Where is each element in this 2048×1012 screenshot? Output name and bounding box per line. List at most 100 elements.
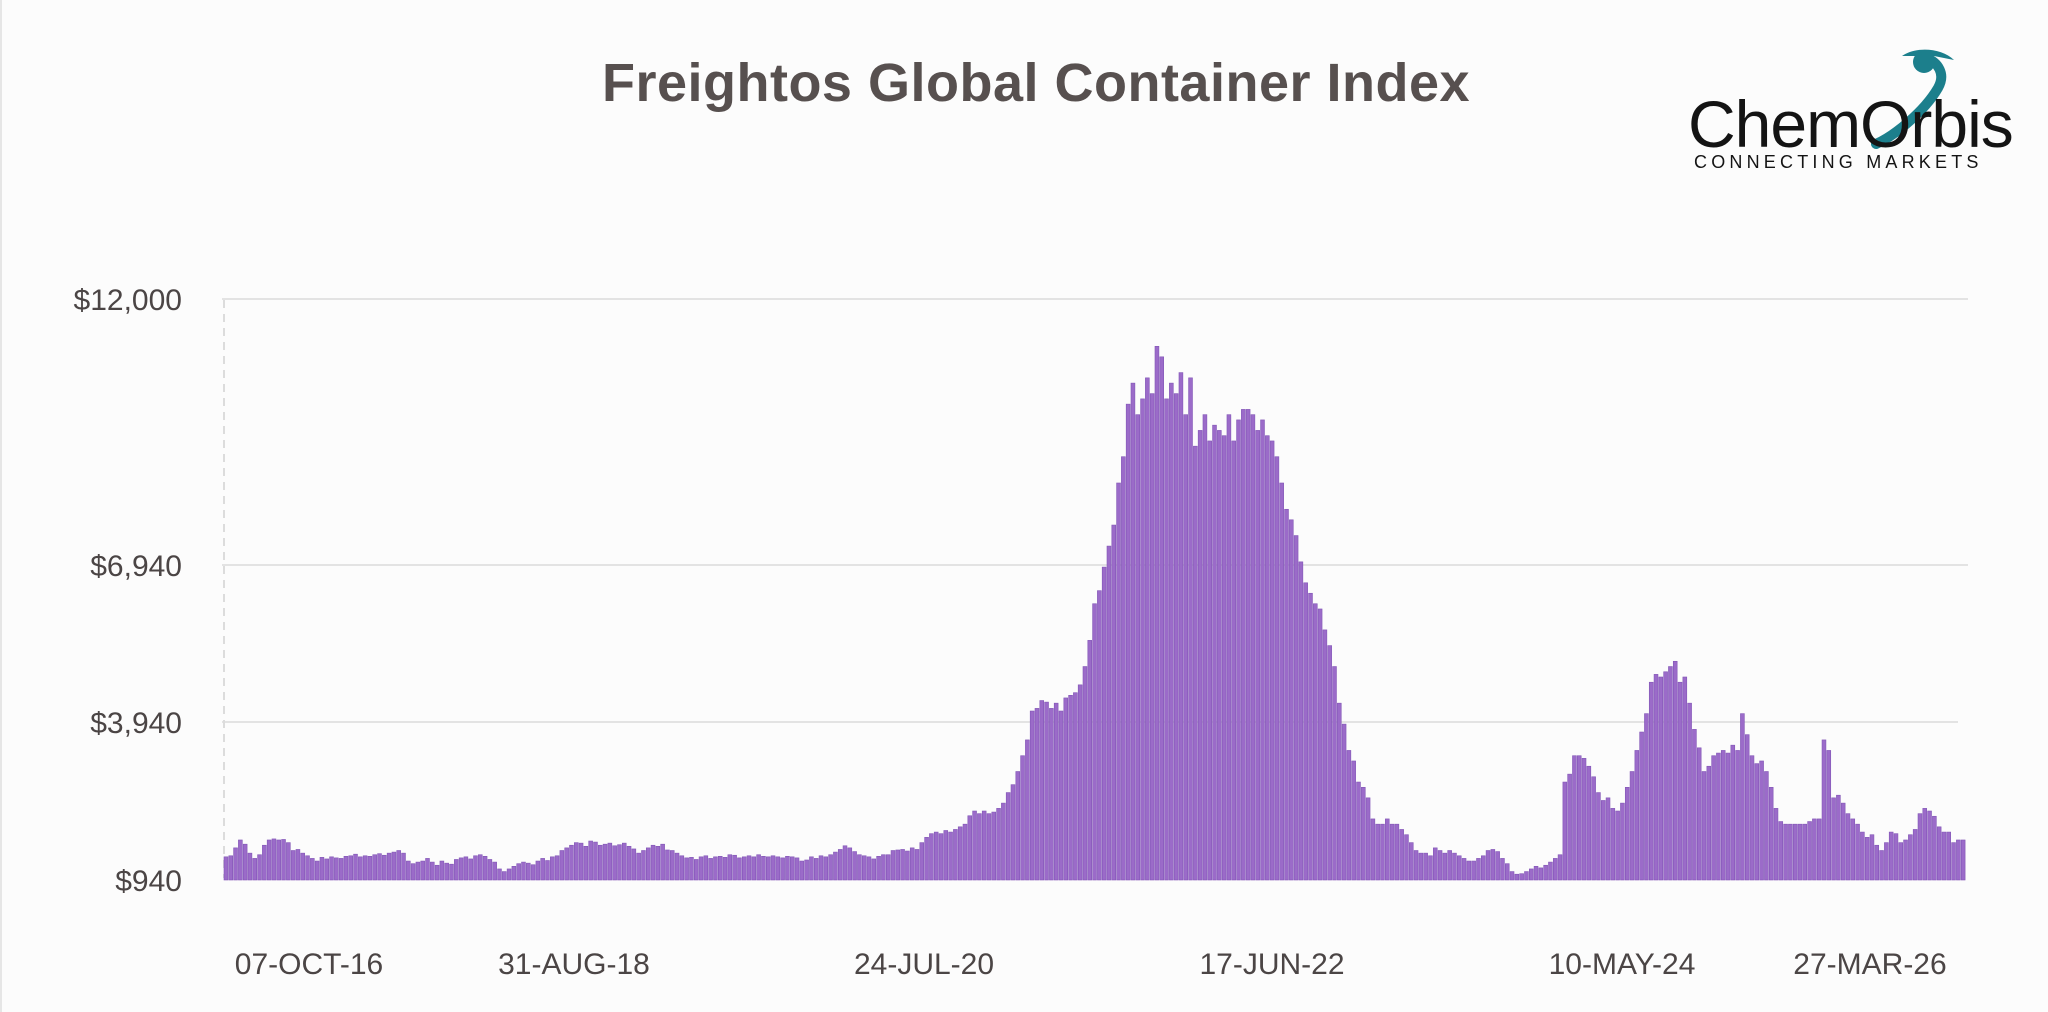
bar [478,854,483,881]
bar [550,856,555,881]
bar [636,852,641,881]
bar [669,850,675,881]
bar [1159,356,1164,881]
bar [329,856,334,881]
bar [1677,681,1683,881]
bar-series [223,346,1966,881]
bar [1053,702,1059,881]
bar [1149,393,1155,881]
bar [1629,771,1635,881]
bar [314,860,320,881]
x-tick-label: 24-JUL-20 [854,948,994,981]
bar [1615,810,1620,881]
bar [1025,739,1030,881]
bar [785,855,790,881]
bar [1049,708,1054,881]
bar [1653,674,1659,881]
bar [497,868,502,881]
bar [837,849,843,881]
bar [1317,608,1323,881]
bar [1010,784,1016,881]
bar [1908,834,1913,881]
bar [574,842,579,881]
bar [1433,847,1438,881]
bar [977,813,982,881]
bar [1692,729,1697,881]
bar [1519,873,1524,881]
bar [828,854,833,881]
bar [511,866,517,881]
bar [602,843,608,881]
bar [1658,676,1664,881]
bar [238,839,243,881]
bar [1514,873,1520,881]
bar [1274,456,1280,881]
x-tick-label: 10-MAY-24 [1549,948,1696,981]
bar [1946,831,1952,881]
bar [588,840,593,881]
bar [482,855,488,881]
bar [732,854,737,881]
bar [1644,713,1649,881]
bar [1788,823,1793,881]
bar [655,845,661,881]
bar [1188,377,1193,881]
x-tick-label: 31-AUG-18 [498,948,650,981]
bar [1015,771,1021,881]
bar [746,855,752,881]
bar [1308,592,1313,881]
bar [1874,844,1880,881]
bar [1226,414,1232,881]
bar [1068,695,1073,881]
bar [689,857,694,881]
bar [895,849,901,881]
bar [1058,710,1064,881]
bar [1130,382,1136,881]
bar [233,847,238,881]
bar [1869,834,1875,881]
bar [377,853,382,881]
bar [1620,802,1625,881]
bar [1831,797,1836,881]
bar [1284,508,1289,881]
bar [765,856,771,881]
bar [1735,750,1740,881]
bar [1696,747,1702,881]
x-tick-labels: 07-OCT-16 31-AUG-18 24-JUL-20 17-JUN-22 10-M… [235,948,1947,981]
bar [554,855,560,881]
logo-tagline: CONNECTING MARKETS [1694,152,1983,172]
bar [252,858,257,881]
bar [756,854,761,881]
bar [799,860,805,881]
bar [722,857,728,881]
bar [1888,831,1894,881]
bar [382,854,387,881]
bar [1356,781,1361,881]
bar [794,857,800,881]
bar [1073,692,1078,881]
bar [1860,831,1865,881]
bar [1265,435,1270,881]
bar [1682,676,1688,881]
bar [319,857,325,881]
bar [247,852,253,881]
chemorbis-logo: ChemOrbis CONNECTING MARKETS [1682,48,2022,178]
bar [780,857,785,881]
bar [1231,440,1236,881]
bar [1005,792,1011,881]
bar [1341,723,1347,881]
bar [1337,702,1342,881]
bar [833,851,838,881]
bar [439,860,445,881]
bar [1409,842,1414,881]
bar [353,853,358,881]
bar [228,855,234,881]
bar [545,860,550,881]
bar [1077,684,1083,881]
bar [473,855,478,881]
bar [1289,519,1294,881]
bar [1759,760,1764,881]
bar [458,857,464,881]
bar [1773,808,1779,881]
bar [367,855,373,881]
